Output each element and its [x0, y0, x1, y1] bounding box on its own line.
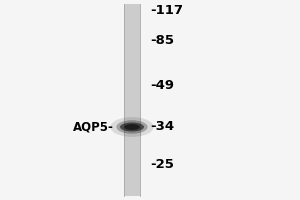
Ellipse shape [110, 117, 154, 137]
Text: -117: -117 [150, 3, 183, 17]
Ellipse shape [124, 124, 140, 130]
Ellipse shape [116, 120, 148, 134]
Ellipse shape [120, 122, 144, 132]
Text: AQP5-: AQP5- [73, 120, 114, 134]
Text: -25: -25 [150, 158, 174, 170]
Text: -49: -49 [150, 79, 174, 92]
Bar [124, 4, 140, 196]
Text: -34: -34 [150, 120, 174, 134]
Text: -85: -85 [150, 33, 174, 46]
